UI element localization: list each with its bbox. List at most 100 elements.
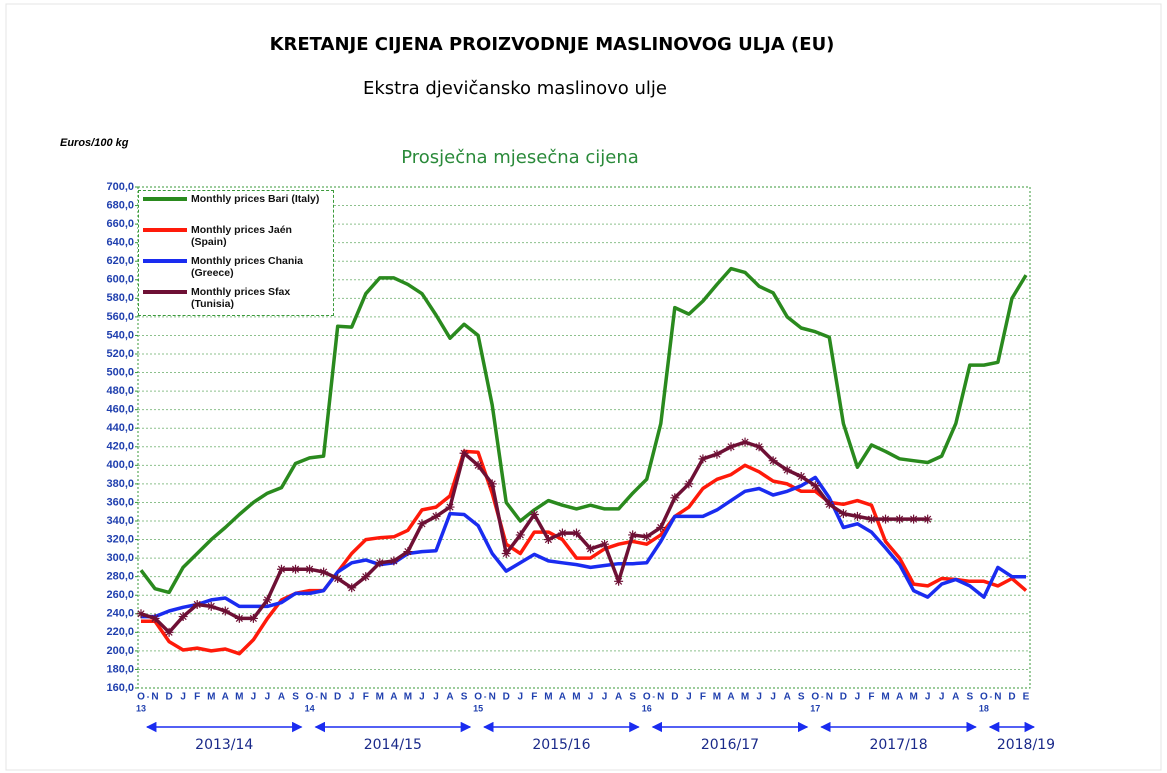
series-marker	[305, 564, 315, 574]
legend-swatch	[143, 224, 187, 236]
legend-swatch	[143, 286, 187, 298]
y-tick-label: 560,0	[106, 311, 134, 323]
chart-title: KRETANJE CIJENA PROIZVODNJE MASLINOVOG U…	[270, 34, 835, 55]
x-tick-label: S	[629, 692, 636, 703]
x-tick-label: N	[826, 692, 833, 703]
series-marker	[866, 514, 876, 524]
legend: Monthly prices Bari (Italy) Monthly price…	[138, 190, 334, 316]
frame	[5, 3, 1162, 771]
x-year-label: 17	[810, 703, 820, 713]
x-tick-label: A	[390, 692, 397, 703]
series-marker	[852, 511, 862, 521]
x-tick-label: M	[881, 692, 889, 703]
x-tick-label: M	[544, 692, 552, 703]
y-tick-label: 580,0	[106, 292, 134, 304]
series-marker	[628, 530, 638, 540]
x-tick-label: A	[615, 692, 622, 703]
x-tick-label: S	[461, 692, 468, 703]
series-marker	[529, 510, 539, 520]
series-marker	[740, 437, 750, 447]
y-tick-label: 600,0	[106, 274, 134, 286]
period-label: 2017/18	[869, 737, 927, 753]
x-tick-label: M	[207, 692, 215, 703]
x-tick-label: J	[433, 692, 439, 703]
series-marker	[248, 613, 258, 623]
series-marker	[431, 511, 441, 521]
x-tick-label: J	[251, 692, 257, 703]
legend-swatch	[143, 255, 187, 267]
y-tick-label: 540,0	[106, 329, 134, 341]
y-tick-label: 340,0	[106, 515, 134, 527]
x-tick-label: F	[363, 692, 369, 703]
series-marker	[543, 535, 553, 545]
series-marker	[712, 449, 722, 459]
series-marker	[810, 481, 820, 491]
series-marker	[698, 454, 708, 464]
series-marker	[838, 509, 848, 519]
y-tick-label: 520,0	[106, 348, 134, 360]
x-tick-label: M	[713, 692, 721, 703]
y-axis-label: Euros/100 kg	[60, 137, 129, 149]
series-marker	[319, 567, 329, 577]
x-tick-label: O	[811, 692, 819, 703]
x-tick-label: A	[559, 692, 566, 703]
y-tick-label: 420,0	[106, 441, 134, 453]
series-marker	[473, 460, 483, 470]
period-label: 2018/19	[997, 737, 1055, 753]
x-tick-label: O	[137, 692, 145, 703]
y-tick-label: 500,0	[106, 366, 134, 378]
x-tick-label: D	[840, 692, 847, 703]
x-tick-label: M	[404, 692, 412, 703]
series-marker	[192, 600, 202, 609]
series-marker	[291, 564, 301, 574]
y-tick-label: 300,0	[106, 552, 134, 564]
y-tick-label: 320,0	[106, 533, 134, 545]
series-marker	[726, 442, 736, 452]
period-label: 2015/16	[532, 737, 590, 753]
x-tick-label: A	[952, 692, 959, 703]
series-marker	[136, 609, 146, 619]
legend-label: Monthly prices Jaén (Spain)	[191, 224, 292, 248]
legend-label: Monthly prices Sfax (Tunisia)	[191, 286, 291, 310]
x-year-label: 16	[642, 703, 652, 713]
series-marker	[501, 548, 511, 558]
x-tick-label: J	[180, 692, 186, 703]
series-marker	[909, 514, 919, 524]
series-marker	[375, 558, 385, 568]
series-marker	[220, 606, 230, 616]
series-marker	[571, 528, 581, 538]
series-marker	[600, 539, 610, 549]
series-marker	[796, 471, 806, 481]
x-tick-label: M	[741, 692, 749, 703]
x-tick-label: N	[151, 692, 158, 703]
y-tick-label: 240,0	[106, 608, 134, 620]
series-marker	[347, 583, 357, 593]
x-year-label: 13	[136, 703, 146, 713]
x-year-label: 18	[979, 703, 989, 713]
legend-item: Monthly prices Jaén (Spain)	[143, 224, 329, 255]
y-tick-label: 380,0	[106, 478, 134, 490]
x-tick-label: J	[686, 692, 692, 703]
period-label: 2016/17	[701, 737, 759, 753]
x-tick-label: J	[265, 692, 271, 703]
subtitle: Ekstra djevičansko maslinovo ulje	[363, 78, 667, 99]
series-marker	[234, 613, 244, 623]
y-tick-label: 180,0	[106, 663, 134, 675]
y-tick-label: 400,0	[106, 459, 134, 471]
x-tick-label: M	[376, 692, 384, 703]
legend-label: Monthly prices Bari (Italy)	[191, 193, 320, 205]
x-tick-label: O	[474, 692, 482, 703]
x-tick-label: S	[292, 692, 299, 703]
y-tick-label: 480,0	[106, 385, 134, 397]
x-tick-label: M	[235, 692, 243, 703]
series-marker	[389, 556, 399, 566]
y-tick-label: 660,0	[106, 218, 134, 230]
x-tick-label: J	[939, 692, 945, 703]
x-year-label: 15	[473, 703, 483, 713]
series-marker	[642, 532, 652, 542]
series-marker	[782, 465, 792, 475]
y-tick-label: 440,0	[106, 422, 134, 434]
x-year-label: 14	[305, 703, 315, 713]
series-marker	[361, 572, 371, 582]
